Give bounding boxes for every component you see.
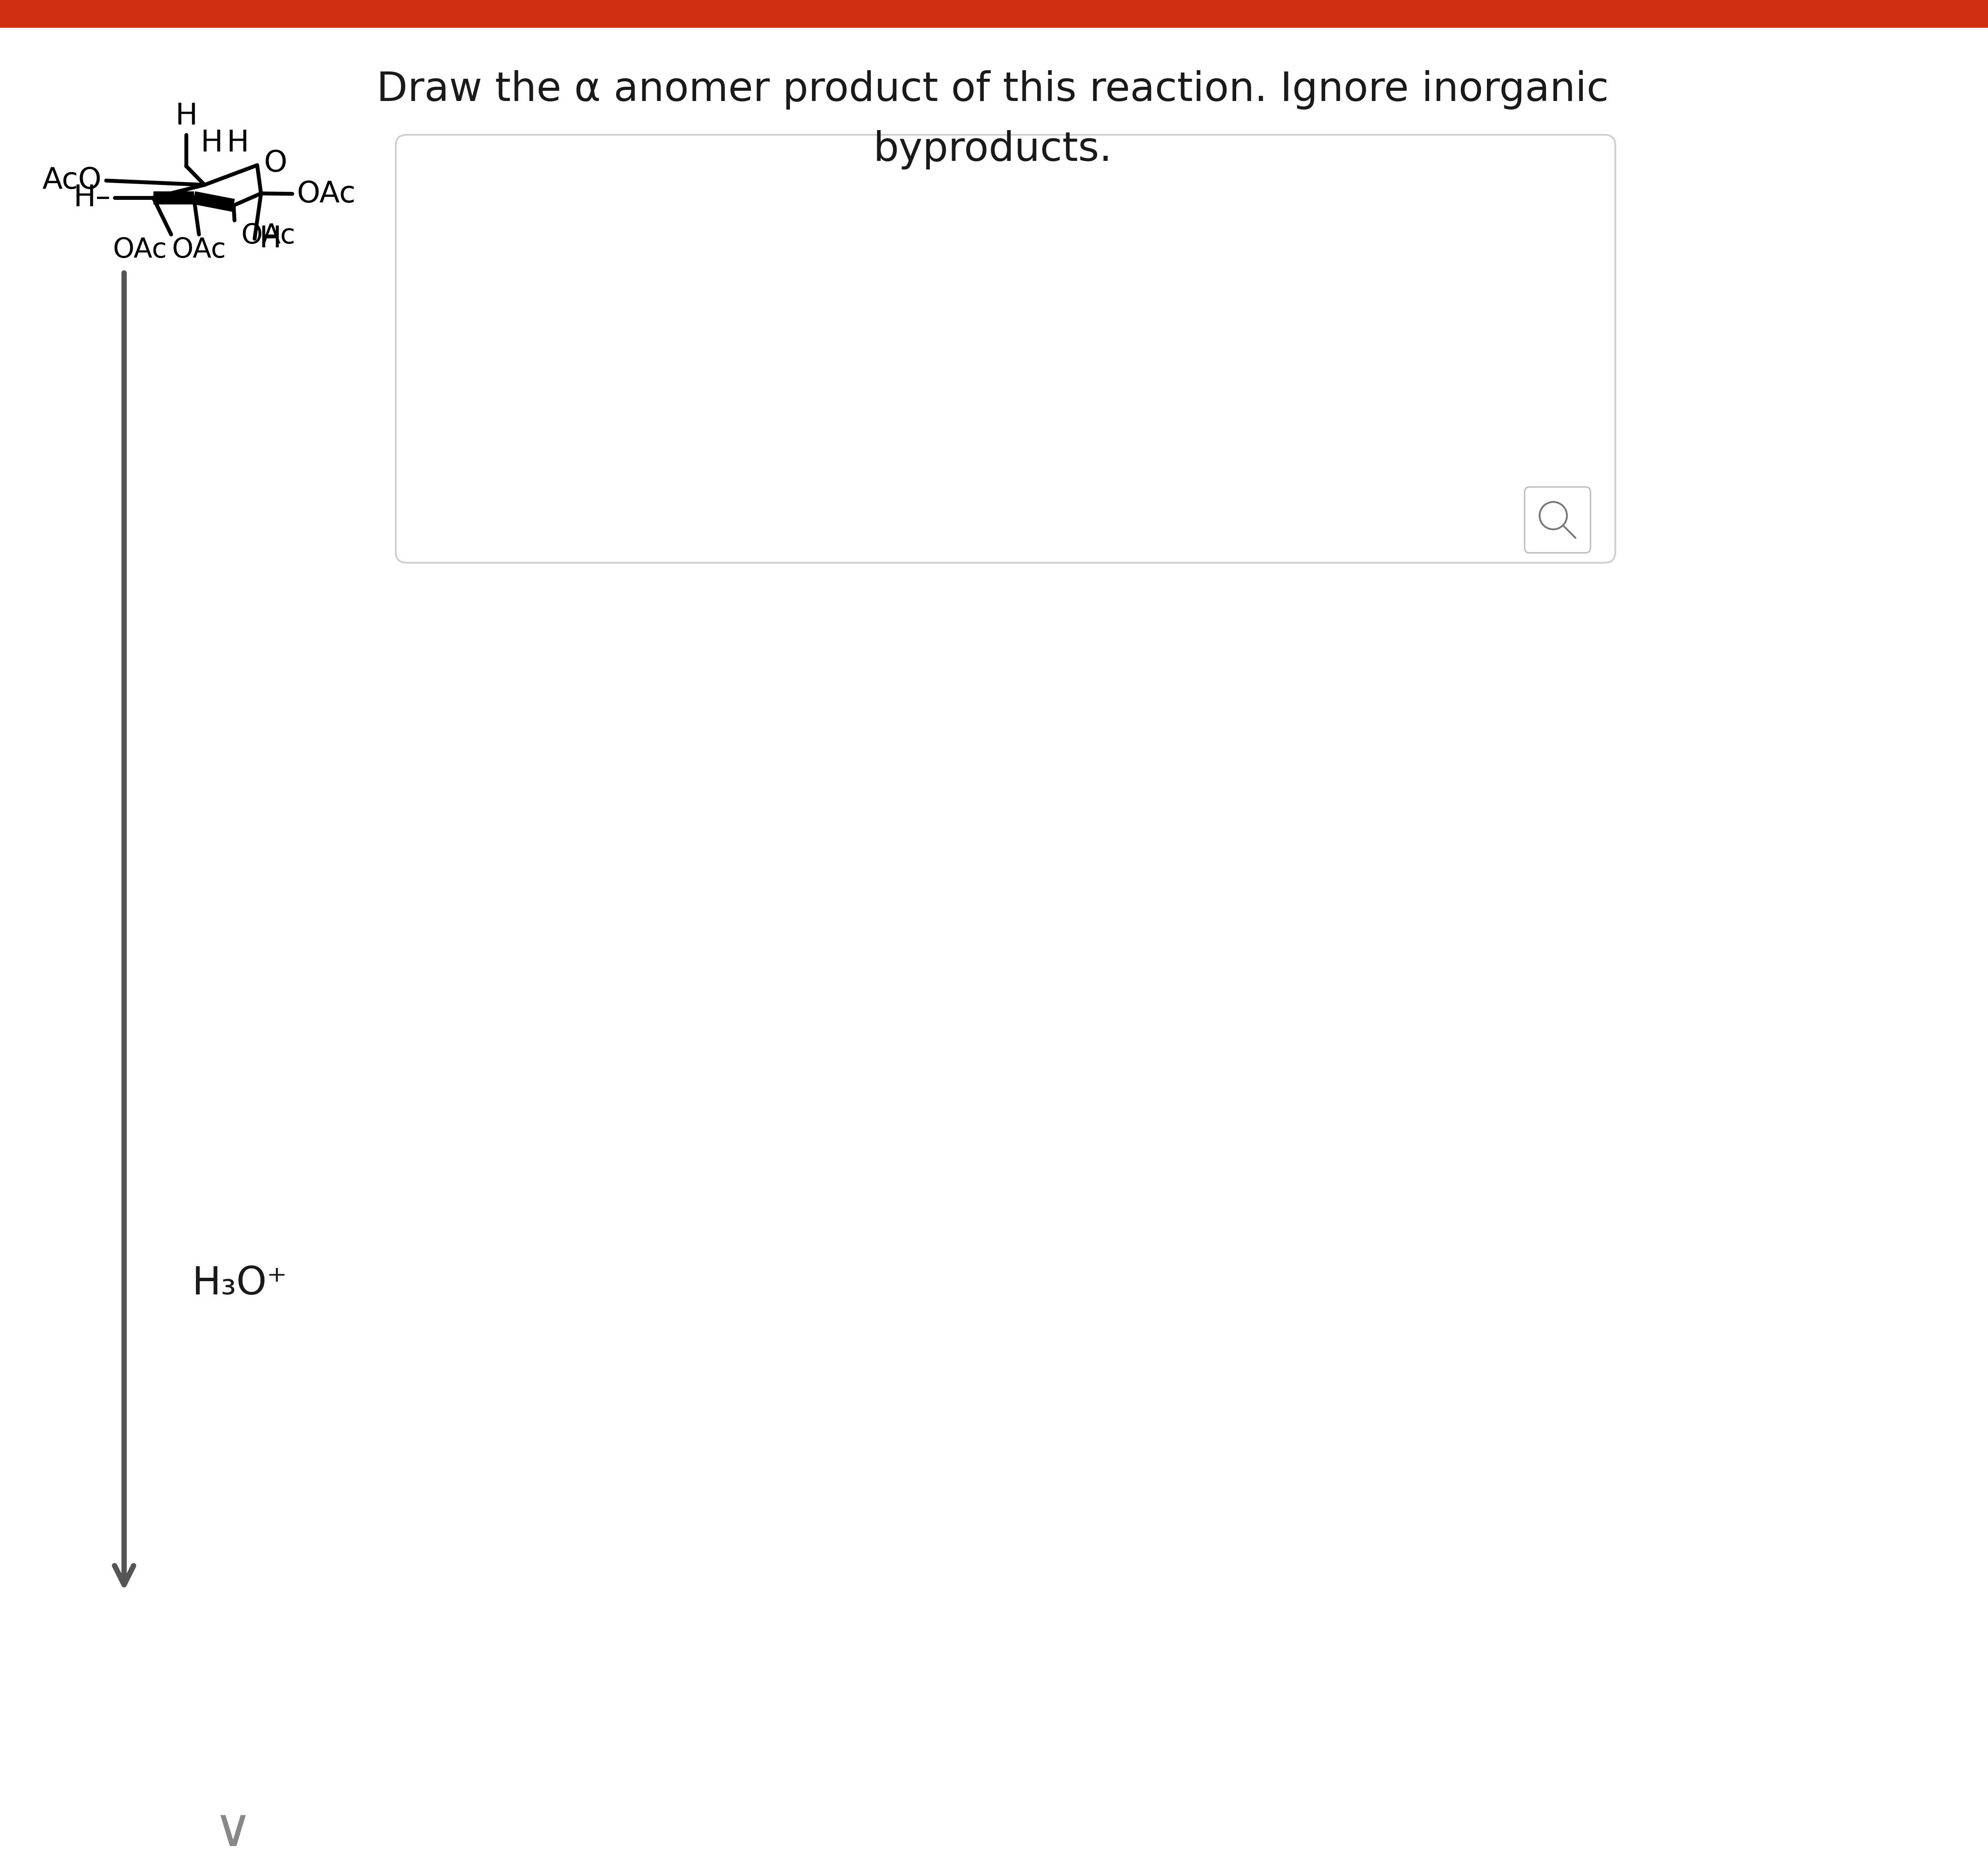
Bar <box>0 0 1988 28</box>
Text: OAc: OAc <box>296 180 356 208</box>
Text: H₃O⁺: H₃O⁺ <box>193 1264 288 1303</box>
Text: H: H <box>175 101 197 131</box>
FancyBboxPatch shape <box>396 135 1616 563</box>
Text: O: O <box>264 150 286 178</box>
Text: H: H <box>201 129 223 157</box>
Text: H–: H– <box>74 183 111 211</box>
Text: OAc: OAc <box>113 237 167 264</box>
Text: OAc: OAc <box>171 237 227 264</box>
FancyBboxPatch shape <box>1525 486 1590 554</box>
Text: Draw the α anomer product of this reaction. Ignore inorganic: Draw the α anomer product of this reacti… <box>376 71 1608 110</box>
Text: OAc: OAc <box>241 223 296 249</box>
Text: AcO: AcO <box>42 166 101 194</box>
Text: H: H <box>227 129 248 157</box>
Text: H: H <box>258 224 280 252</box>
Text: ∨: ∨ <box>213 1806 252 1857</box>
Text: byproducts.: byproducts. <box>873 131 1113 170</box>
